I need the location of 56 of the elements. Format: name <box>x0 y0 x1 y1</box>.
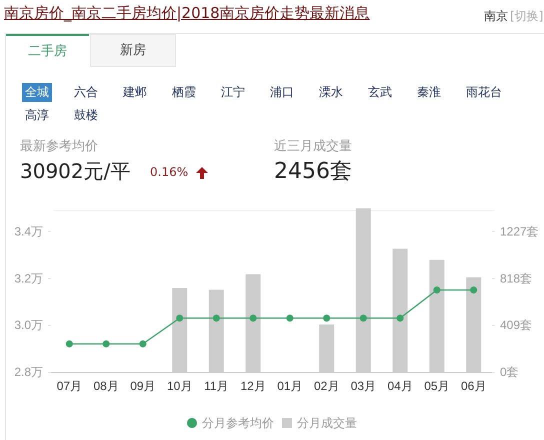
point <box>470 286 478 294</box>
y-tick-label: 3.4万 <box>14 224 43 238</box>
y2-tick-label: 409套 <box>500 318 532 332</box>
text: 全城 <box>22 83 52 102</box>
text: 六合 <box>73 84 99 101</box>
x-tick-label: 07月 <box>56 379 82 393</box>
text: 雨花台 <box>465 84 503 101</box>
point <box>396 314 404 322</box>
x-tick-label: 05月 <box>424 379 450 393</box>
y2-tick-label: 1227套 <box>500 224 539 238</box>
chart-title: 南京房价_南京二手房均价|2018南京房价走势最新消息 <box>4 4 370 23</box>
text: 二手房 <box>6 34 89 67</box>
text: 最新参考均价 <box>20 138 98 155</box>
x-tick-label: 04月 <box>387 379 413 393</box>
point <box>212 314 220 322</box>
point <box>250 314 257 322</box>
x-tick-label: 12月 <box>240 379 266 393</box>
point <box>323 314 330 322</box>
y2-tick-label: 818套 <box>500 271 532 286</box>
x-tick-label: 02月 <box>314 379 340 393</box>
text: 秦淮 <box>416 84 442 101</box>
text: 30902元/平 <box>20 158 130 185</box>
x-tick-label: 01月 <box>277 379 303 393</box>
y-tick-label: 2.8万 <box>14 365 43 379</box>
text: 浦口 <box>269 84 295 101</box>
text: 2456套 <box>274 158 352 186</box>
text: 南京 <box>484 8 508 25</box>
text: 高淳 <box>24 107 50 124</box>
text: 0.16% <box>150 165 188 179</box>
point <box>102 340 110 348</box>
legend-label: 分月成交量 <box>297 416 357 430</box>
legend-label: 分月参考均价 <box>202 416 274 430</box>
text: 栖霞 <box>171 84 197 101</box>
x-tick-label: 11月 <box>204 379 229 393</box>
y2-tick-label: 0套 <box>500 365 519 379</box>
x-tick-label: 03月 <box>350 379 376 393</box>
x-tick-label: 06月 <box>460 379 486 393</box>
text: 江宁 <box>220 84 246 101</box>
text: 新房 <box>90 34 176 67</box>
x-tick-label: 10月 <box>166 379 192 393</box>
point <box>433 286 440 294</box>
y-tick-label: 3.2万 <box>14 271 43 286</box>
point <box>286 314 294 322</box>
point <box>139 340 146 348</box>
point <box>360 314 367 322</box>
point <box>176 314 184 322</box>
text: 鼓楼 <box>73 107 99 124</box>
text: [切换] <box>510 8 544 25</box>
text: 近三月成交量 <box>274 138 352 155</box>
text: 建邺 <box>122 84 148 101</box>
x-tick-label: 08月 <box>93 379 119 393</box>
y-tick-label: 3.0万 <box>14 318 43 332</box>
text: 玄武 <box>367 84 393 101</box>
point <box>66 340 73 348</box>
x-tick-label: 09月 <box>130 379 156 393</box>
text: 溧水 <box>318 84 344 101</box>
